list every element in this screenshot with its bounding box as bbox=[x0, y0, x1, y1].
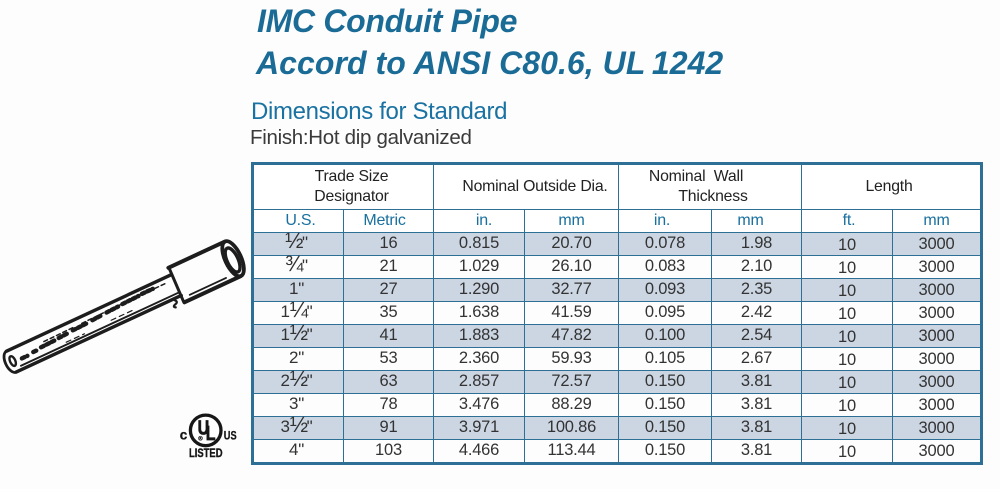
svg-text:US: US bbox=[224, 430, 237, 442]
svg-text:c: c bbox=[180, 427, 188, 442]
svg-text:U: U bbox=[198, 417, 210, 439]
svg-text:LISTED: LISTED bbox=[189, 446, 223, 460]
svg-text:®: ® bbox=[198, 436, 203, 443]
svg-text:L: L bbox=[206, 422, 216, 444]
